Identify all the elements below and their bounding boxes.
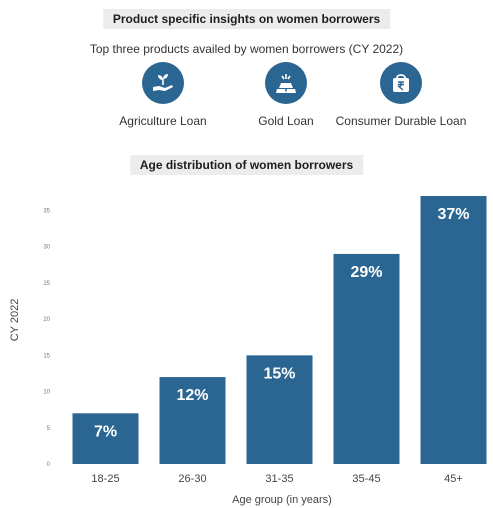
y-tick-label: 20 [43,317,50,323]
hand-plant-icon [142,62,184,104]
product-label: Agriculture Loan [119,114,207,128]
bar-18-25 [72,413,139,464]
bar-26-30 [159,377,226,464]
y-tick-label: 25 [43,281,50,287]
data-label: 29% [350,264,382,281]
x-tick-label: 18-25 [91,473,119,485]
bar-35-45 [333,253,400,464]
y-tick-label: 30 [43,245,50,251]
x-tick-label: 35-45 [352,473,380,485]
y-tick-label: 5 [47,426,51,432]
x-axis-label: Age group (in years) [232,494,332,506]
data-label: 7% [94,423,117,440]
product-label: Consumer Durable Loan [335,114,467,128]
y-axis-label: CY 2022 [9,299,21,342]
y-tick-label: 10 [43,390,50,396]
products-subtitle: Top three products availed by women borr… [89,42,404,56]
y-tick-label: 15 [43,353,50,359]
y-tick-label: 0 [47,462,51,468]
data-label: 12% [176,387,208,404]
x-tick-label: 45+ [444,473,463,485]
rupee-bag-icon [380,62,422,104]
y-tick-label: 35 [43,208,50,214]
bar-45+ [420,196,487,464]
gold-bars-icon [265,62,307,104]
product-consumer-durable-loan: Consumer Durable Loan [326,62,476,128]
product-agriculture-loan: Agriculture Loan [88,62,238,128]
x-tick-label: 31-35 [265,473,293,485]
section-title-products: Product specific insights on women borro… [102,9,391,29]
bar-31-35 [246,355,313,464]
product-label: Gold Loan [258,114,314,128]
section-title-age: Age distribution of women borrowers [129,155,364,175]
data-label: 37% [437,206,469,223]
x-tick-label: 26-30 [178,473,206,485]
product-gold-loan: Gold Loan [211,62,361,128]
data-label: 15% [263,365,295,382]
